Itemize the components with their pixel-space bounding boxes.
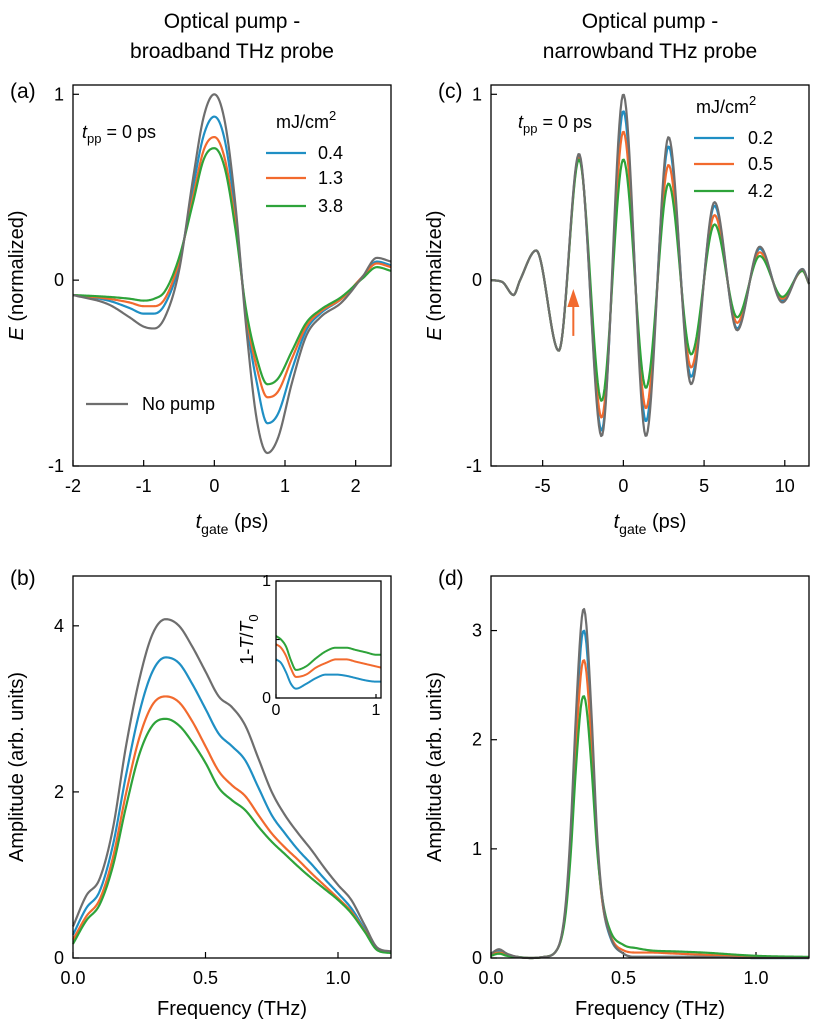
x-tick-label: 0: [618, 476, 628, 496]
right-title-line2: narrowband THz probe: [543, 40, 757, 63]
panel-letter-b: (b): [10, 567, 36, 590]
series-line-4-2: [490, 695, 810, 960]
x-tick-label: 0.0: [60, 968, 85, 988]
series-line-no-pump: [72, 93, 392, 455]
y-tick-label: 0: [54, 948, 64, 968]
left-title-line1: Optical pump -: [164, 10, 301, 33]
y-axis-label: Amplitude (arb. units): [6, 672, 28, 862]
legend-label-no-pump: No pump: [142, 394, 215, 414]
legend-unit-c: mJ/cm2: [696, 93, 756, 117]
tpp-label-a: tpp = 0 ps: [82, 122, 156, 146]
inset-y-axis-label: 1-T/T0: [237, 614, 261, 664]
panel-letter-a: (a): [10, 80, 36, 103]
y-axis-label: E (normalized): [6, 210, 28, 340]
x-axis-label: tgate (ps): [614, 511, 687, 537]
plot-frame: [490, 575, 810, 959]
x-tick-label: 0: [209, 476, 219, 496]
y-tick-label: 2: [54, 782, 64, 802]
series-line-no-pump: [71, 618, 392, 953]
y-tick-label: 0: [54, 270, 64, 290]
x-tick-label: -5: [535, 476, 551, 496]
left-title-line2: broadband THz probe: [130, 40, 334, 63]
series-line-3-8: [72, 147, 392, 386]
tpp-label-c: tpp = 0 ps: [518, 112, 592, 136]
inset-background: [276, 581, 381, 698]
y-tick-label: -1: [48, 456, 64, 476]
y-tick-label: 1: [472, 84, 482, 104]
y-tick-label: 1: [472, 839, 482, 859]
x-tick-label: 1.0: [325, 968, 350, 988]
x-tick-label: 5: [699, 476, 709, 496]
y-axis-label: E (normalized): [424, 210, 446, 340]
panel-b-inset-plot: 0 1 0 1 1-T/T0: [237, 573, 382, 719]
x-tick-label: 1: [372, 702, 381, 719]
panel-letter-d: (d): [438, 567, 464, 590]
arrow-head: [567, 289, 580, 308]
plot-frame: [275, 580, 382, 699]
panel-b-plot: 0.0 0.5 1.0 0 2 4 Frequency (THz) Amplitude (ar…: [6, 575, 392, 1020]
series-line-no-pump: [490, 93, 811, 438]
x-tick-label: 0.0: [478, 968, 503, 988]
series-line-0-4: [72, 656, 392, 954]
plot-frame: [72, 84, 392, 467]
x-tick-label: 1: [280, 476, 290, 496]
y-tick-label: 0: [472, 948, 482, 968]
y-tick-label: 4: [54, 616, 64, 636]
series-line-1-3: [275, 643, 382, 678]
legend-label-a-1: 1.3: [318, 168, 343, 188]
x-tick-label: -1: [136, 476, 152, 496]
series-line-1-3: [72, 135, 392, 399]
y-tick-label: -1: [466, 456, 482, 476]
series-line-3-8: [275, 635, 382, 671]
series-line-3-8: [72, 717, 392, 955]
x-tick-label: 2: [351, 476, 361, 496]
x-tick-label: -2: [65, 476, 81, 496]
y-tick-label: 3: [472, 621, 482, 641]
series-line-0-5: [490, 659, 810, 960]
series-line-1-3: [72, 695, 392, 954]
x-tick-label: 10: [775, 476, 795, 496]
y-tick-label: 0: [472, 270, 482, 290]
x-tick-label: 0.5: [611, 968, 636, 988]
x-tick-label: 1.0: [743, 968, 768, 988]
x-tick-label: 0: [272, 702, 281, 719]
legend-label-a-2: 3.8: [318, 196, 343, 216]
y-tick-label: 1: [54, 84, 64, 104]
y-tick-label: 0: [262, 690, 271, 707]
series-line-no-pump: [490, 608, 809, 960]
pump-arrow: [567, 289, 580, 336]
legend-label-c-0: 0.2: [748, 128, 773, 148]
plot-frame: [72, 575, 392, 959]
series-line-0-4: [275, 658, 382, 690]
legend-label-a-0: 0.4: [318, 143, 343, 163]
panel-c-plot: -5 0 5 10 -1 0 1 tgate (ps) E (normalized): [424, 84, 811, 537]
series-line-0-2: [490, 629, 809, 960]
legend-a: 0.4 1.3 3.8: [266, 143, 343, 216]
legend-c: 0.2 0.5 4.2: [694, 128, 773, 201]
x-axis-label: tgate (ps): [196, 511, 269, 537]
series-line-0-4: [72, 115, 392, 425]
x-tick-label: 0.5: [193, 968, 218, 988]
x-axis-label: Frequency (THz): [157, 998, 307, 1020]
legend-label-c-2: 4.2: [748, 181, 773, 201]
right-title-line1: Optical pump -: [582, 10, 719, 33]
y-tick-label: 1: [262, 573, 271, 590]
panel-d-plot: 0.0 0.5 1.0 0 1 2 3 Frequency (THz) Amplitude (a…: [424, 575, 810, 1020]
y-tick-label: 2: [472, 730, 482, 750]
plot-frame: [490, 84, 810, 467]
panel-letter-c: (c): [438, 80, 463, 103]
x-axis-label: Frequency (THz): [575, 998, 725, 1020]
legend-label-c-1: 0.5: [748, 154, 773, 174]
legend-unit-a: mJ/cm2: [276, 108, 336, 132]
y-axis-label: Amplitude (arb. units): [424, 672, 446, 862]
